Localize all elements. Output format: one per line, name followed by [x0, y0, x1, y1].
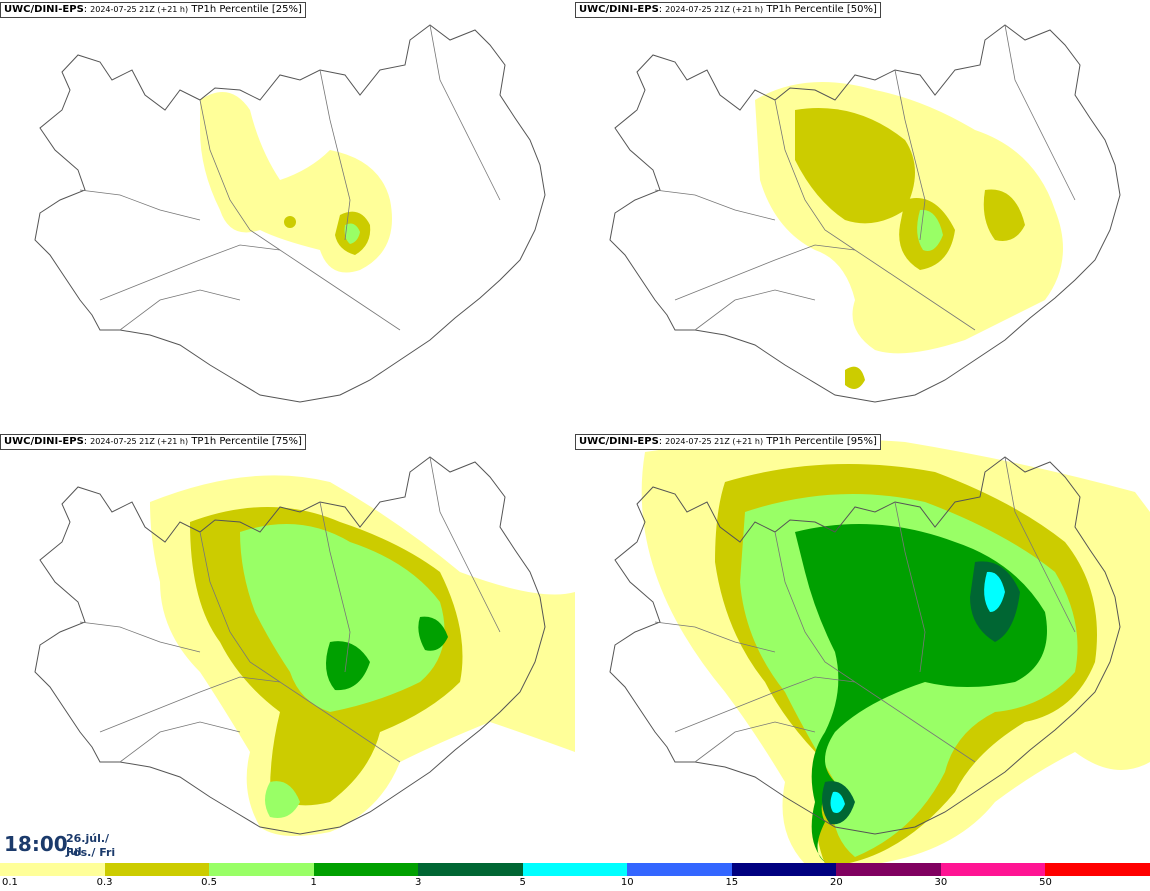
legend-swatch: [940, 863, 1047, 876]
map-panel-50: UWC/DINI-EPS: 2024-07-25 21Z (+21 h) TP1h…: [575, 0, 1150, 432]
legend-threshold-label: 0.3: [96, 877, 113, 888]
valid-time-clock: 18:00: [4, 832, 68, 856]
model-name: UWC/DINI-EPS: [579, 4, 659, 15]
run-time: 2024-07-25 21Z (+21 h): [665, 5, 764, 14]
model-name: UWC/DINI-EPS: [579, 436, 659, 447]
legend-swatch: [627, 863, 733, 876]
model-name: UWC/DINI-EPS: [4, 436, 84, 447]
field-name: TP1h Percentile: [766, 4, 844, 15]
map-50: [609, 24, 1121, 403]
legend-swatch: [836, 863, 942, 876]
legend-swatch: [104, 863, 211, 876]
precip-contours-75: [150, 475, 575, 836]
model-name: UWC/DINI-EPS: [4, 4, 84, 15]
panel-title-95: UWC/DINI-EPS: 2024-07-25 21Z (+21 h) TP1h…: [575, 434, 881, 450]
map-panel-95: UWC/DINI-EPS: 2024-07-25 21Z (+21 h) TP1h…: [575, 432, 1150, 864]
legend-threshold-label: 30: [934, 877, 948, 888]
run-time: 2024-07-25 21Z (+21 h): [90, 5, 189, 14]
legend-threshold-label: 3: [414, 877, 422, 888]
legend-threshold-label: 5: [519, 877, 526, 888]
legend-threshold-label: 20: [829, 877, 843, 888]
legend-threshold-label: 10: [620, 877, 634, 888]
valid-time-weekday: Fös./ Fri: [66, 846, 116, 859]
map-95: [609, 438, 1150, 864]
map-panel-75: UWC/DINI-EPS: 2024-07-25 21Z (+21 h) TP1h…: [0, 432, 575, 864]
precip-contours-50: [755, 82, 1063, 389]
precip-contours-25: [200, 92, 392, 273]
legend-threshold-label: 15: [725, 877, 739, 888]
percentile-label: [75%]: [271, 436, 302, 447]
legend-swatch: [1045, 863, 1150, 876]
percentile-label: [25%]: [271, 4, 302, 15]
panel-title-25: UWC/DINI-EPS: 2024-07-25 21Z (+21 h) TP1h…: [0, 2, 306, 18]
map-75: [34, 456, 575, 836]
legend-threshold-label: 50: [1039, 877, 1052, 888]
field-name: TP1h Percentile: [191, 436, 269, 447]
panel-title-75: UWC/DINI-EPS: 2024-07-25 21Z (+21 h) TP1h…: [0, 434, 306, 450]
legend-swatch: [0, 863, 106, 876]
map-panel-25: UWC/DINI-EPS: 2024-07-25 21Z (+21 h) TP1h…: [0, 0, 575, 432]
valid-time-box: 18:00 26.júl./ Jul Fös./ Fri: [0, 828, 128, 862]
run-time: 2024-07-25 21Z (+21 h): [665, 437, 764, 446]
legend-threshold-label: 1: [310, 877, 317, 888]
precip-contours-95: [641, 438, 1150, 864]
field-name: TP1h Percentile: [766, 436, 844, 447]
run-time: 2024-07-25 21Z (+21 h): [90, 437, 189, 446]
legend-swatch: [731, 863, 838, 876]
legend-swatch: [522, 863, 629, 876]
valid-time-date: 26.júl./ Jul: [66, 832, 110, 858]
map-25: [34, 24, 546, 403]
panel-title-50: UWC/DINI-EPS: 2024-07-25 21Z (+21 h) TP1h…: [575, 2, 881, 18]
legend-swatch: [418, 863, 524, 876]
legend-swatch: [313, 863, 420, 876]
legend-swatch: [209, 863, 315, 876]
legend-threshold-label: 0.5: [201, 877, 218, 888]
field-name: TP1h Percentile: [191, 4, 269, 15]
color-legend: 0.1 0.3 0.5 1 3 5 10 15 20 30 50: [0, 863, 1150, 891]
percentile-label: [95%]: [846, 436, 877, 447]
legend-threshold-label: 0.1: [2, 877, 18, 888]
percentile-label: [50%]: [846, 4, 877, 15]
